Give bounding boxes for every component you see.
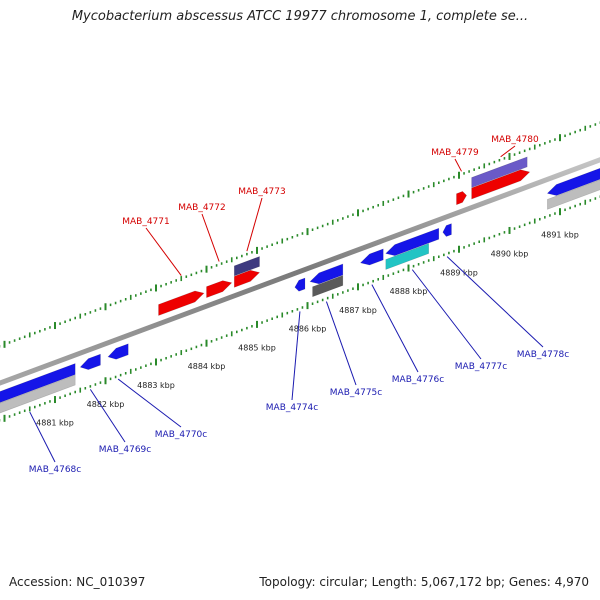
ruler-label: 4886 kbp: [289, 325, 327, 334]
reverse-tick-row: [0, 195, 600, 422]
gene-label[interactable]: MAB_4773: [238, 187, 286, 197]
feature-grey[interactable]: [547, 172, 600, 210]
gene-mab-4775c[interactable]: [309, 263, 344, 285]
gene-label[interactable]: MAB_4770c: [155, 430, 208, 440]
gene-label[interactable]: MAB_4780: [491, 135, 539, 145]
gene-label[interactable]: MAB_4769c: [99, 445, 152, 455]
gene-leader-line: [145, 227, 182, 276]
feature-dark[interactable]: [233, 256, 260, 277]
ruler-label: 4884 kbp: [188, 362, 226, 371]
forward-tick-row: [0, 121, 600, 348]
backbone-layer: [0, 157, 600, 386]
gene-leader-line: [446, 256, 544, 348]
ruler-label: 4881 kbp: [36, 419, 74, 428]
gene-label[interactable]: MAB_4774c: [266, 403, 319, 413]
gene-mab-4777c[interactable]: [385, 227, 440, 256]
feature-layer: [0, 156, 600, 419]
gene-mab-4776c[interactable]: [359, 248, 384, 266]
feature-dark[interactable]: [312, 275, 344, 298]
gene-leader-line: [371, 284, 419, 373]
gene-unnamed[interactable]: [546, 161, 600, 196]
gene-mab-4769c[interactable]: [79, 353, 101, 370]
ruler-label: 4885 kbp: [238, 343, 276, 352]
map-title: Mycobacterium abscessus ATCC 19977 chrom…: [71, 9, 529, 24]
gene-mab-4768c[interactable]: [0, 363, 76, 405]
gene-label[interactable]: MAB_4777c: [455, 362, 508, 372]
gene-leader-line: [89, 389, 126, 443]
gene-label[interactable]: MAB_4771: [122, 217, 170, 227]
gene-mab-4770c[interactable]: [107, 343, 129, 360]
feature-dark[interactable]: [471, 156, 528, 188]
ruler-label: 4882 kbp: [87, 400, 125, 409]
ruler-label: 4888 kbp: [390, 287, 428, 296]
gene-label[interactable]: MAB_4776c: [392, 375, 445, 385]
ruler-label: 4890 kbp: [491, 249, 529, 258]
gene-leader-line: [117, 378, 182, 428]
tick-layer: [0, 121, 600, 422]
gene-leader-line: [246, 197, 263, 252]
gene-leader-line: [201, 213, 220, 262]
gene-mab-4774c[interactable]: [294, 277, 306, 292]
feature-teal[interactable]: [385, 243, 430, 270]
gene-leader-line: [291, 311, 301, 401]
label-layer: 4881 kbp 4882 kbp 4883 kbp 4884 kbp 4885 kbp…: [29, 135, 579, 475]
gene-leader-line: [29, 411, 56, 463]
gene-leader-line: [500, 145, 516, 158]
gene-mab-4780[interactable]: [471, 169, 531, 200]
gene-label[interactable]: MAB_4778c: [517, 350, 570, 360]
gene-label[interactable]: MAB_4772: [178, 203, 226, 213]
feature-grey[interactable]: [0, 374, 76, 419]
gene-leader-line: [454, 158, 462, 172]
genome-summary-text: Topology: circular; Length: 5,067,172 bp…: [259, 575, 589, 589]
gene-mab-4773[interactable]: [233, 269, 261, 288]
gene-leader-line: [411, 269, 482, 360]
gene-leader-line: [325, 301, 357, 386]
gene-label[interactable]: MAB_4779: [431, 148, 479, 158]
ruler-label: 4891 kbp: [541, 231, 579, 240]
gene-label[interactable]: MAB_4768c: [29, 465, 82, 475]
genome-backbone: [0, 157, 600, 386]
gene-label[interactable]: MAB_4775c: [330, 388, 383, 398]
gene-layer: [0, 161, 600, 405]
ruler-label: 4883 kbp: [137, 381, 175, 390]
ruler-label: 4889 kbp: [440, 268, 478, 277]
gene-mab-4779[interactable]: [456, 191, 467, 206]
gene-mab-4772[interactable]: [206, 280, 233, 299]
accession-text: Accession: NC_010397: [9, 575, 146, 589]
gene-mab-4778c[interactable]: [442, 223, 452, 237]
gene-mab-4771[interactable]: [158, 290, 205, 316]
ruler-label: 4887 kbp: [339, 306, 377, 315]
